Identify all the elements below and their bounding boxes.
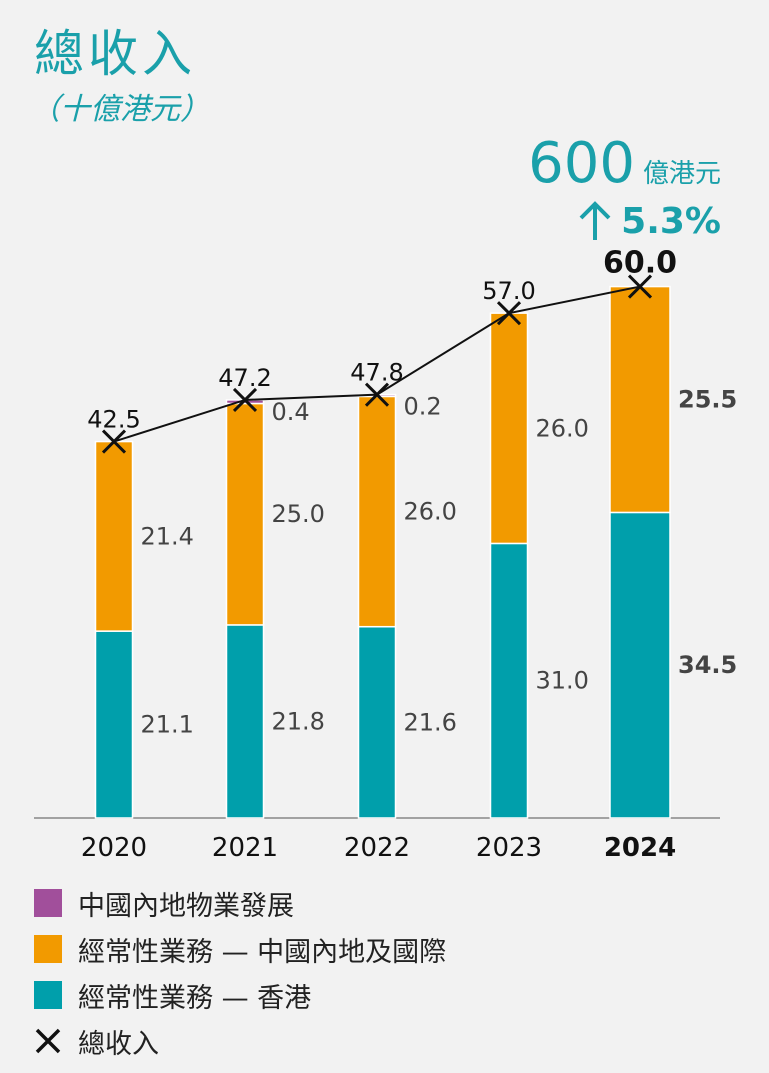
bar-2024-series-1 (609, 285, 671, 514)
unit-label: （十億港元） (30, 92, 210, 127)
data-label-2024-series-0: 34.5 (678, 651, 737, 679)
chart-title: 總收入 (34, 25, 196, 83)
legend-swatch (34, 889, 62, 917)
legend-item: 經常性業務 — 中國內地及國際 (34, 926, 446, 972)
bar-2024-series-0 (609, 511, 671, 819)
legend-item: 總收入 (34, 1018, 446, 1064)
legend-label: 經常性業務 — 香港 (78, 982, 312, 1014)
cross-icon (35, 1028, 61, 1054)
bar-2021-series-1 (225, 402, 265, 626)
legend-label: 中國內地物業發展 (78, 890, 294, 922)
legend-swatch (34, 981, 62, 1009)
bar-2023-series-0 (489, 542, 529, 819)
bar-2022-series-1 (357, 395, 397, 628)
data-label-2020-series-0: 21.1 (141, 711, 194, 739)
data-label-2021-series-1: 25.0 (272, 500, 325, 528)
headline-unit: 億港元 (642, 159, 721, 189)
total-marker-2022 (364, 382, 390, 407)
bar-2020-series-0 (94, 630, 134, 819)
legend-item: 中國內地物業發展 (34, 880, 446, 926)
headline-value: 600 (528, 131, 635, 196)
total-marker-2020 (101, 429, 127, 454)
data-label-2021-series-2: 0.4 (272, 398, 310, 426)
legend-item: 經常性業務 — 香港 (34, 972, 446, 1018)
bar-2021-series-0 (225, 624, 265, 819)
legend-label: 經常性業務 — 中國內地及國際 (78, 936, 447, 968)
total-label-2021: 47.2 (218, 364, 271, 392)
headline-summary: 600 億港元 5.3% (528, 132, 721, 242)
bar-2022-series-0 (357, 625, 397, 819)
data-label-2021-series-0: 21.8 (272, 707, 325, 735)
data-label-2024-series-1: 25.5 (678, 386, 737, 414)
total-label-2023: 57.0 (482, 277, 535, 305)
legend-label: 總收入 (78, 1028, 159, 1060)
total-label-2022: 47.8 (350, 359, 403, 387)
bar-2020-series-1 (94, 440, 134, 632)
x-tick-label-2024: 2024 (604, 833, 676, 863)
x-tick-label-2021: 2021 (212, 833, 278, 863)
total-marker-2024 (627, 274, 653, 299)
up-arrow-icon (579, 201, 611, 240)
bar-2023-series-1 (489, 312, 529, 545)
stacked-bar-chart: 21.1 21.4 42.5 2020 21.8 25.0 0.447.2 2021 21.6 2… (34, 246, 737, 863)
headline-growth: 5.3% (621, 200, 721, 242)
legend-swatch (34, 935, 62, 963)
data-label-2022-series-1: 26.0 (404, 498, 457, 526)
legend: 中國內地物業發展經常性業務 — 中國內地及國際 經常性業務 — 香港 總收入 (34, 880, 446, 1064)
x-tick-label-2023: 2023 (476, 833, 542, 863)
data-label-2023-series-0: 31.0 (536, 667, 589, 695)
total-label-2024: 60.0 (603, 246, 677, 281)
total-label-2020: 42.5 (87, 406, 140, 434)
data-label-2020-series-1: 21.4 (141, 522, 194, 550)
total-marker-2021 (232, 387, 258, 413)
total-marker-2023 (496, 301, 522, 326)
x-tick-label-2022: 2022 (344, 833, 410, 863)
data-label-2023-series-1: 26.0 (536, 414, 589, 442)
data-label-2022-series-0: 21.6 (404, 708, 457, 736)
x-tick-label-2020: 2020 (81, 833, 147, 863)
data-label-2022-series-2: 0.2 (404, 393, 442, 421)
